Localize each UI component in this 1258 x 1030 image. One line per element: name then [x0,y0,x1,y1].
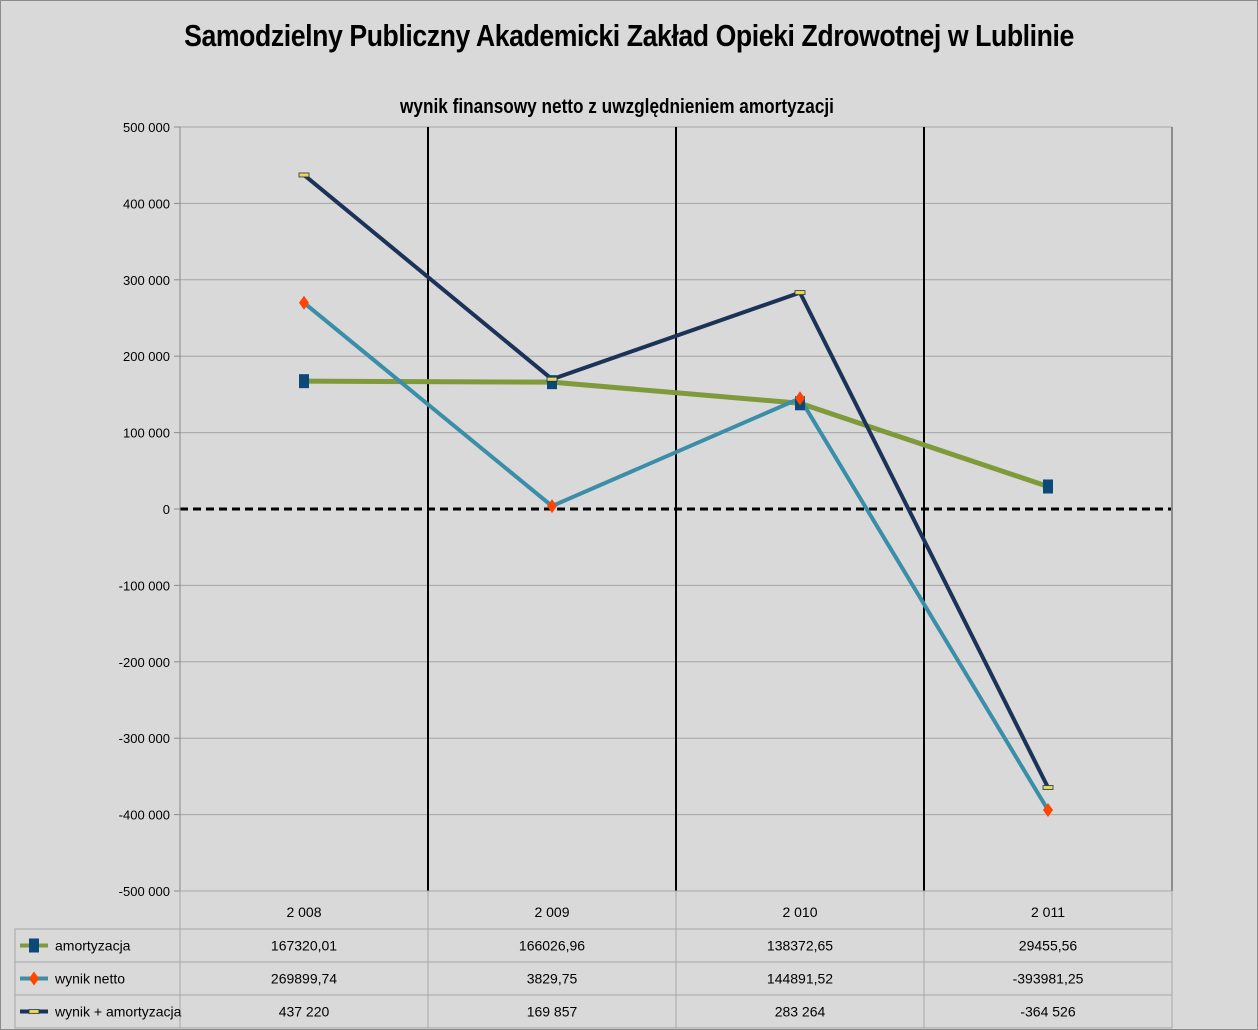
legend-marker [29,971,39,986]
table-row [14,961,1173,996]
data-label: 144891,52 [767,971,833,987]
data-label: 437 220 [279,1004,330,1020]
y-tick-label: 300 000 [123,273,170,288]
legend-entry: wynik netto [54,971,125,987]
marker-wynik-amortyzacja [1042,785,1054,790]
marker-wynik-amortyzacja [546,376,558,382]
y-tick-label: -500 000 [119,884,170,899]
y-tick-label: 100 000 [123,426,170,441]
data-label: -364 526 [1020,1004,1075,1020]
table-row [14,994,1173,1029]
category-label: 2 008 [286,904,321,920]
data-label: 29455,56 [1019,938,1078,954]
data-label: 169 857 [527,1004,578,1020]
y-tick-label: -200 000 [119,655,170,670]
y-tick-label: -400 000 [119,808,170,823]
y-tick-label: 200 000 [123,349,170,364]
table-row [14,928,1173,963]
marker-amortyzacja [547,375,557,390]
marker-wynik-amortyzacja [298,172,310,178]
marker-wynik-amortyzacja [794,290,806,295]
y-tick-label: -100 000 [119,578,170,593]
legend-entry: amortyzacja [55,938,131,954]
marker-wynik-netto [1043,803,1053,818]
marker-wynik-netto [299,295,309,310]
page-title: Samodzielny Publiczny Akademicki Zakład … [184,18,1074,53]
marker-amortyzacja [299,374,309,389]
category-label: 2 011 [1031,904,1065,920]
marker-wynik-netto [795,391,805,406]
data-table: 2 008 2 009 2 010 2 011 amortyzacja 167320,01… [14,890,1173,1029]
y-tick-label: 0 [163,502,170,517]
y-tick-label: -300 000 [119,731,170,746]
data-label: -393981,25 [1013,971,1084,987]
legend-marker [29,938,39,953]
data-label: 138372,65 [767,938,833,954]
category-label: 2 009 [534,904,569,920]
legend-entry: wynik + amortyzacja [54,1004,182,1020]
grid [180,126,1172,892]
y-axis: 500 000 400 000 300 000 200 000 100 000 0 -100… [119,120,1173,899]
chart-title: wynik finansowy netto z uwzględnieniem a… [400,96,834,118]
y-tick-label: 500 000 [123,120,170,135]
category-label: 2 010 [782,904,817,920]
data-label: 269899,74 [271,971,337,987]
y-tick-label: 400 000 [123,196,170,211]
series-lines [298,172,1054,818]
series-line-0 [303,378,1049,489]
marker-amortyzacja [1043,479,1053,494]
legend-marker [28,1009,40,1014]
data-label: 167320,01 [271,938,337,954]
series-line-1 [302,301,1050,812]
data-label: 166026,96 [519,938,585,954]
marker-wynik-netto [547,499,557,514]
series-line-2 [302,173,1050,789]
data-label: 283 264 [775,1004,826,1020]
data-label: 3829,75 [527,971,578,987]
